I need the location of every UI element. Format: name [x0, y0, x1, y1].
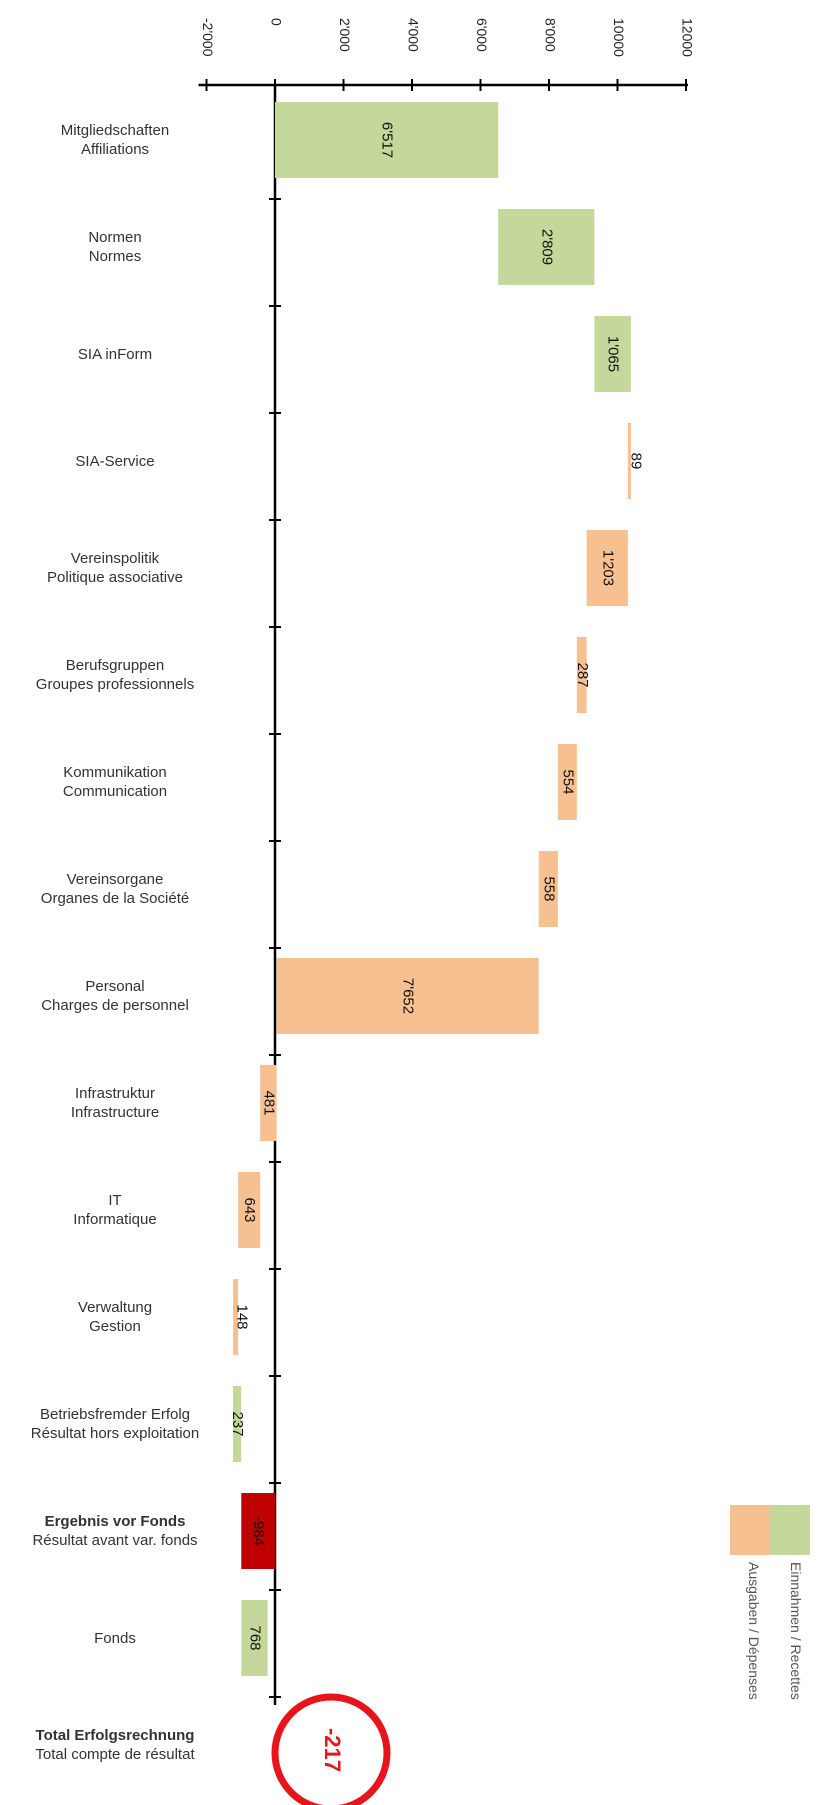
bar-value-label: -984 [250, 1516, 267, 1546]
bar-value-label: 7'652 [400, 978, 417, 1014]
category-label-de: Ergebnis vor Fonds [44, 1513, 186, 1530]
bar-value-label: 768 [246, 1625, 263, 1650]
bar-value-label: 89 [627, 453, 644, 470]
category-label-de: Infrastruktur [74, 1085, 156, 1102]
category-label-fr: Gestion [89, 1318, 141, 1335]
category-label-fr: Total compte de résultat [35, 1746, 195, 1763]
category-label: Vereinsorgane Organes de la Société [0, 870, 230, 908]
legend-label-expense: Ausgaben / Dépenses [746, 1562, 762, 1700]
legend-swatch-income [770, 1505, 810, 1555]
category-label-fr: Résultat hors exploitation [30, 1425, 200, 1442]
total-result-value: -217 [320, 1728, 345, 1772]
category-label: Normen Normes [0, 228, 230, 266]
category-label-de: SIA inForm [77, 345, 153, 363]
bar-2 [594, 316, 631, 392]
category-label: Ergebnis vor Fonds Résultat avant var. fo… [0, 1512, 230, 1550]
bar-4 [586, 530, 628, 606]
value-axis-tick-label: -2'000 [200, 18, 216, 57]
bar-value-label: 237 [229, 1411, 246, 1436]
category-label: SIA inForm [0, 345, 230, 364]
bar-5 [576, 637, 587, 713]
bar-value-label: 554 [559, 769, 576, 794]
category-label: SIA-Service [0, 452, 230, 471]
category-label-fr: Affiliations [80, 141, 150, 158]
category-label: Verwaltung Gestion [0, 1298, 230, 1336]
category-label-fr: Groupes professionnels [35, 676, 195, 693]
category-label-fr: Normes [88, 248, 142, 265]
bar-value-label: 558 [540, 876, 557, 901]
legend-label-income: Einnahmen / Recettes [788, 1562, 804, 1700]
bar-value-label: 1'203 [599, 550, 616, 586]
category-label-fr: Charges de personnel [41, 997, 189, 1014]
category-label-fr: Infrastructure [70, 1104, 160, 1121]
category-label: Personal Charges de personnel [0, 977, 230, 1015]
bar-6 [557, 744, 577, 820]
bar-value-label: 148 [234, 1304, 251, 1329]
bar-10 [238, 1172, 261, 1248]
value-axis-tick-label: 6'000 [474, 18, 490, 52]
category-label-de: IT [108, 1192, 122, 1209]
value-axis-tick-label: 8'000 [542, 18, 558, 52]
bar-value-label: 2'809 [538, 229, 555, 265]
category-label-de: SIA-Service [75, 452, 155, 470]
bar-11 [233, 1279, 239, 1355]
category-label-de: Total Erfolgsrechnung [35, 1727, 195, 1744]
bar-14 [241, 1600, 268, 1676]
category-label-de: Mitgliedschaften [60, 122, 170, 139]
bar-13 [241, 1493, 275, 1569]
category-label-de: Vereinsorgane [66, 871, 164, 888]
bar-value-label: 643 [241, 1197, 258, 1222]
bar-1 [498, 209, 595, 285]
category-label: Kommunikation Communication [0, 763, 230, 801]
category-label: Betriebsfremder Erfolg Résultat hors expl… [0, 1405, 230, 1443]
value-axis-tick-label: 0 [268, 18, 284, 26]
value-axis-tick-label: 2'000 [337, 18, 353, 52]
bar-value-label: 481 [260, 1090, 277, 1115]
bar-value-label: 287 [574, 662, 591, 687]
category-label-de: Kommunikation [63, 764, 167, 781]
category-label-de: Personal [85, 978, 145, 995]
category-label-de: Fonds [94, 1629, 136, 1647]
category-label: Total Erfolgsrechnung Total compte de rés… [0, 1726, 230, 1764]
value-axis-tick-label: 10000 [611, 18, 627, 57]
category-label-fr: Informatique [73, 1211, 157, 1228]
category-label-de: Betriebsfremder Erfolg [39, 1406, 191, 1423]
legend-swatch-expense [730, 1505, 770, 1555]
bar-9 [260, 1065, 277, 1141]
bar-value-label: 1'065 [605, 336, 622, 372]
category-label-fr: Communication [62, 783, 168, 800]
category-label: Vereinspolitik Politique associative [0, 549, 230, 587]
bar-3 [627, 423, 631, 499]
bar-value-label: 6'517 [379, 122, 396, 158]
bar-7 [538, 851, 558, 927]
category-label-fr: Politique associative [47, 569, 183, 586]
category-label-de: Berufsgruppen [65, 657, 165, 674]
category-label-de: Normen [88, 229, 142, 246]
category-label-de: Vereinspolitik [70, 550, 160, 567]
category-label-fr: Organes de la Société [40, 890, 190, 907]
category-label: Berufsgruppen Groupes professionnels [0, 656, 230, 694]
total-result-circle [271, 1693, 391, 1805]
bar-8 [276, 958, 539, 1034]
value-axis-tick-label: 4'000 [405, 18, 421, 52]
category-label-de: Verwaltung [77, 1299, 153, 1316]
category-label: IT Informatique [0, 1191, 230, 1229]
category-label-fr: Résultat avant var. fonds [32, 1532, 198, 1549]
bar-0 [275, 102, 499, 178]
category-label: Fonds [0, 1629, 230, 1648]
category-label: Infrastruktur Infrastructure [0, 1084, 230, 1122]
bar-12 [233, 1386, 242, 1462]
category-label: Mitgliedschaften Affiliations [0, 121, 230, 159]
value-axis-tick-label: 12000 [679, 18, 695, 57]
